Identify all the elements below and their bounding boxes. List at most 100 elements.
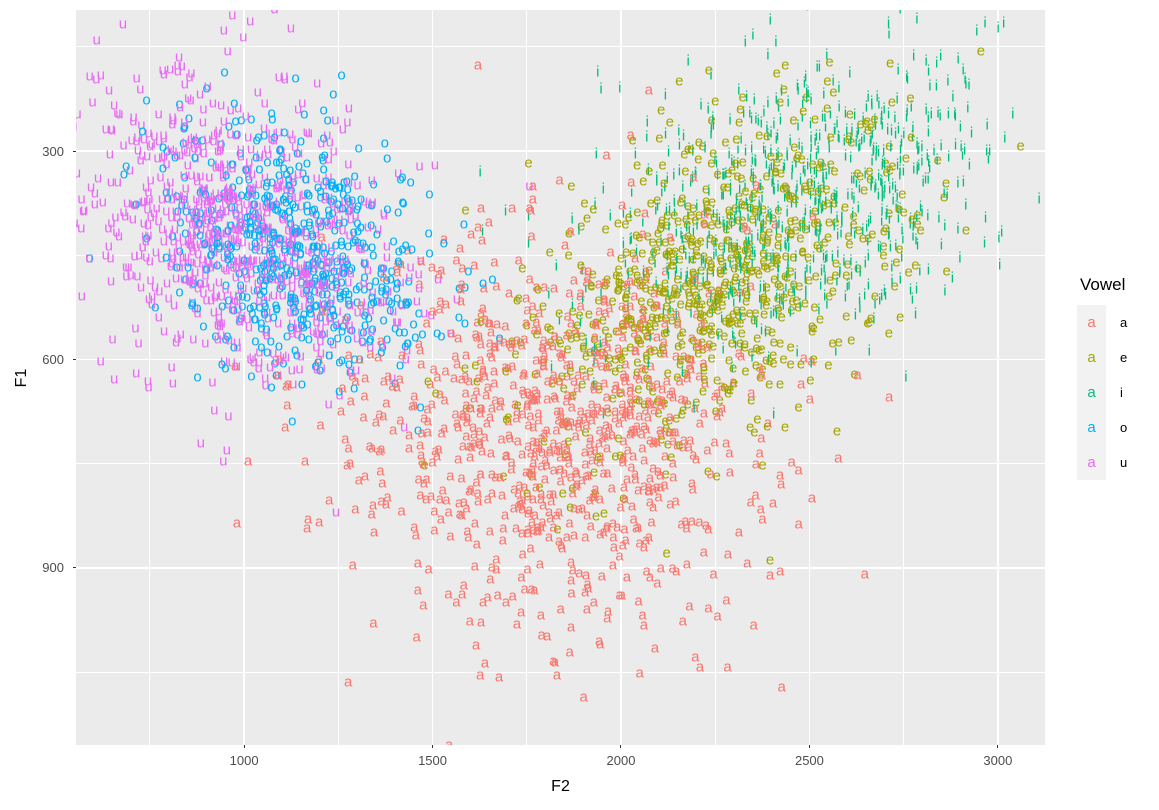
data-point-o: o xyxy=(319,130,327,145)
data-point-a: a xyxy=(359,409,367,424)
data-point-a: a xyxy=(691,650,699,665)
data-point-a: a xyxy=(501,360,509,375)
data-point-i: i xyxy=(869,211,872,226)
data-point-i: i xyxy=(742,106,745,121)
data-point-a: a xyxy=(743,223,751,238)
data-point-a: a xyxy=(631,250,639,265)
data-point-a: a xyxy=(707,467,715,482)
data-point-u: u xyxy=(254,84,262,99)
data-point-i: i xyxy=(772,116,775,131)
data-point-o: o xyxy=(251,241,259,256)
data-point-a: a xyxy=(566,224,574,239)
data-point-e: e xyxy=(962,222,970,237)
data-point-e: e xyxy=(866,172,874,187)
data-point-i: i xyxy=(577,222,580,237)
data-point-a: a xyxy=(514,253,522,268)
data-point-i: i xyxy=(772,181,775,196)
data-point-a: a xyxy=(570,272,578,287)
data-point-i: i xyxy=(844,148,847,163)
data-point-u: u xyxy=(140,132,148,147)
data-point-a: a xyxy=(348,369,356,384)
data-point-e: e xyxy=(775,148,783,163)
data-point-o: o xyxy=(418,327,426,342)
data-point-o: o xyxy=(292,226,300,241)
data-point-u: u xyxy=(289,376,297,391)
data-point-o: o xyxy=(271,355,279,370)
data-point-u: u xyxy=(201,260,209,275)
data-point-a: a xyxy=(660,478,668,493)
data-point-u: u xyxy=(378,261,386,276)
data-point-i: i xyxy=(760,191,763,206)
data-point-i: i xyxy=(720,188,723,203)
data-point-a: a xyxy=(508,336,516,351)
data-point-a: a xyxy=(438,483,446,498)
data-point-o: o xyxy=(330,263,338,278)
data-point-u: u xyxy=(154,214,162,229)
data-point-u: u xyxy=(369,194,377,209)
data-point-e: e xyxy=(540,354,548,369)
data-point-u: u xyxy=(110,371,118,386)
data-point-o: o xyxy=(279,160,287,175)
data-point-a: a xyxy=(551,654,559,669)
data-point-u: u xyxy=(239,30,247,45)
data-point-o: o xyxy=(394,204,402,219)
data-point-e: e xyxy=(867,311,875,326)
data-point-u: u xyxy=(314,277,322,292)
data-point-e: e xyxy=(703,197,711,212)
data-point-a: a xyxy=(674,316,682,331)
data-point-e: e xyxy=(842,308,850,323)
data-point-e: e xyxy=(633,204,641,219)
data-point-o: o xyxy=(398,170,406,185)
data-point-e: e xyxy=(684,298,692,313)
data-point-o: o xyxy=(243,209,251,224)
data-point-a: a xyxy=(587,519,595,534)
data-point-a: a xyxy=(442,492,450,507)
data-point-a: a xyxy=(620,522,628,537)
data-point-i: i xyxy=(787,249,790,264)
data-point-a: a xyxy=(504,361,512,376)
data-point-a: a xyxy=(436,386,444,401)
data-point-o: o xyxy=(303,258,311,273)
data-point-a: a xyxy=(431,443,439,458)
data-point-i: i xyxy=(877,187,880,202)
data-point-e: e xyxy=(830,196,838,211)
data-point-a: a xyxy=(619,367,627,382)
data-point-o: o xyxy=(354,224,362,239)
data-point-e: e xyxy=(661,283,669,298)
data-point-a: a xyxy=(445,738,453,745)
data-point-a: a xyxy=(233,515,241,530)
data-point-a: a xyxy=(501,448,509,463)
data-point-i: i xyxy=(963,71,966,86)
data-point-u: u xyxy=(167,259,175,274)
data-point-o: o xyxy=(300,107,308,122)
x-tick-mark xyxy=(432,745,434,748)
data-point-u: u xyxy=(194,143,202,158)
data-point-a: a xyxy=(532,352,540,367)
data-point-a: a xyxy=(492,562,500,577)
data-point-a: a xyxy=(453,415,461,430)
data-point-e: e xyxy=(546,321,554,336)
data-point-u: u xyxy=(288,242,296,257)
data-point-i: i xyxy=(777,99,780,114)
data-point-o: o xyxy=(242,216,250,231)
data-point-a: a xyxy=(550,280,558,295)
data-point-a: a xyxy=(303,521,311,536)
data-point-u: u xyxy=(270,10,278,16)
data-point-e: e xyxy=(696,300,704,315)
data-point-i: i xyxy=(555,258,558,273)
data-point-a: a xyxy=(666,496,674,511)
data-point-a: a xyxy=(530,448,538,463)
data-point-o: o xyxy=(151,300,159,315)
data-point-a: a xyxy=(433,369,441,384)
data-point-i: i xyxy=(710,120,713,135)
data-point-e: e xyxy=(811,112,819,127)
data-point-i: i xyxy=(667,268,670,283)
data-point-e: e xyxy=(579,339,587,354)
data-point-u: u xyxy=(289,171,297,186)
data-point-u: u xyxy=(134,336,142,351)
data-point-u: u xyxy=(254,207,262,222)
data-point-i: i xyxy=(764,146,767,161)
data-point-i: i xyxy=(875,89,878,104)
data-point-a: a xyxy=(633,419,641,434)
data-point-a: a xyxy=(570,501,578,516)
